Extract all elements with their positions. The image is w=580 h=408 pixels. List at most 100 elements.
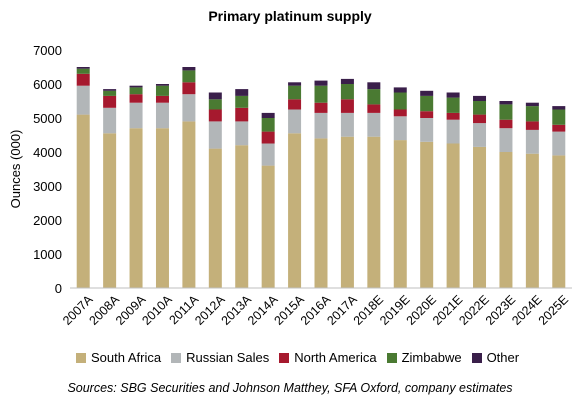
bar-segment-south-africa: [208, 148, 222, 288]
bar-segment-south-africa: [393, 140, 407, 288]
bar-segment-russian-sales: [103, 107, 117, 134]
bar-segment-other: [367, 82, 381, 90]
bar-segment-south-africa: [525, 153, 539, 288]
bar-segment-russian-sales: [525, 129, 539, 154]
bar-segment-zimbabwe: [473, 101, 487, 115]
bar-segment-zimbabwe: [367, 89, 381, 105]
bar-segment-zimbabwe: [552, 109, 566, 125]
bar-segment-russian-sales: [393, 116, 407, 141]
bar-segment-south-africa: [420, 141, 434, 288]
chart-title: Primary platinum supply: [208, 8, 372, 24]
bar-segment-other: [76, 67, 90, 69]
bar-segment-north-america: [499, 119, 513, 129]
legend-swatch: [386, 352, 397, 363]
bar-segment-north-america: [103, 95, 117, 108]
bar-segment-zimbabwe: [525, 106, 539, 122]
bar-segment-other: [340, 78, 354, 84]
bar-segment-zimbabwe: [420, 95, 434, 112]
legend-label: South Africa: [91, 350, 162, 365]
bar-segment-south-africa: [182, 121, 196, 289]
bar-segment-south-africa: [552, 155, 566, 288]
x-tick-label: 2025E: [536, 292, 571, 327]
bar-segment-south-africa: [103, 133, 117, 288]
bar-segment-russian-sales: [367, 112, 381, 137]
bar-segment-zimbabwe: [235, 95, 249, 108]
bar-segment-russian-sales: [314, 112, 328, 139]
bar-segment-south-africa: [261, 165, 275, 288]
bar-segment-north-america: [314, 102, 328, 113]
bar-segment-zimbabwe: [446, 97, 460, 113]
y-tick-label: 2000: [33, 213, 62, 228]
bar-segment-north-america: [552, 124, 566, 132]
bar-segment-other: [420, 90, 434, 96]
bar-segment-zimbabwe: [155, 85, 169, 96]
y-tick-label: 3000: [33, 179, 62, 194]
bar-segment-russian-sales: [155, 102, 169, 129]
bar-segment-other: [499, 101, 513, 105]
bar-segment-russian-sales: [473, 123, 487, 147]
bar-segment-zimbabwe: [103, 90, 117, 96]
bar-segment-north-america: [473, 114, 487, 124]
bar-segment-other: [314, 80, 328, 86]
bar-segment-russian-sales: [261, 143, 275, 166]
bar-segment-russian-sales: [499, 128, 513, 152]
bar-segment-south-africa: [76, 114, 90, 288]
bar-segment-north-america: [446, 112, 460, 120]
bar-segment-russian-sales: [182, 94, 196, 122]
bar-segment-north-america: [393, 109, 407, 117]
legend-label: North America: [294, 350, 377, 365]
bar-segment-russian-sales: [420, 118, 434, 142]
bar-segment-russian-sales: [446, 119, 460, 144]
legend-label: Russian Sales: [186, 350, 270, 365]
y-tick-label: 6000: [33, 77, 62, 92]
bar-segment-north-america: [155, 95, 169, 103]
bar-segment-zimbabwe: [208, 99, 222, 110]
bar-segment-zimbabwe: [340, 84, 354, 100]
bar-segment-other: [208, 92, 222, 100]
bar-segment-zimbabwe: [261, 118, 275, 132]
bar-segment-russian-sales: [288, 109, 302, 134]
bar-segment-north-america: [235, 107, 249, 122]
bar-segment-zimbabwe: [129, 87, 143, 95]
bar-segment-other: [552, 106, 566, 110]
legend-label: Zimbabwe: [401, 350, 462, 365]
y-tick-label: 7000: [33, 43, 62, 58]
legend-item: North America: [279, 350, 377, 365]
bar-segment-zimbabwe: [76, 68, 90, 74]
bar-segment-other: [235, 89, 249, 96]
legend-label: Other: [486, 350, 520, 365]
bar-segment-zimbabwe: [314, 85, 328, 103]
bar-segment-south-africa: [235, 145, 249, 288]
bar-segment-other: [473, 95, 487, 101]
source-note: Sources: SBG Securities and Johnson Matt…: [67, 381, 513, 395]
bar-segment-north-america: [525, 121, 539, 130]
bar-segment-russian-sales: [235, 121, 249, 146]
bar-segment-zimbabwe: [393, 92, 407, 110]
bar-segment-south-africa: [288, 133, 302, 288]
legend: South Africa Russian Sales North America Zi…: [76, 350, 529, 365]
y-tick-label: 0: [55, 281, 62, 296]
bar-segment-north-america: [182, 82, 196, 95]
legend-swatch: [171, 352, 182, 363]
bar-segment-north-america: [76, 73, 90, 86]
bar-segment-south-africa: [129, 128, 143, 288]
legend-item: Other: [471, 350, 520, 365]
bar-segment-russian-sales: [129, 102, 143, 129]
bar-segment-north-america: [261, 131, 275, 144]
bar-segment-north-america: [288, 99, 302, 110]
bar-segment-other: [103, 89, 117, 91]
bar-segment-north-america: [129, 94, 143, 103]
y-tick-label: 4000: [33, 145, 62, 160]
bar-segment-south-africa: [367, 136, 381, 288]
bar-segment-south-africa: [446, 143, 460, 288]
bar-segment-other: [525, 102, 539, 107]
bar-segment-other: [155, 84, 169, 86]
bar-segment-south-africa: [314, 138, 328, 288]
bar-segment-zimbabwe: [288, 85, 302, 100]
bar-segment-south-africa: [473, 146, 487, 288]
y-axis-title: Ounces (000): [8, 130, 23, 209]
y-tick-label: 1000: [33, 247, 62, 262]
bar-segment-other: [446, 92, 460, 98]
y-tick-label: 5000: [33, 111, 62, 126]
